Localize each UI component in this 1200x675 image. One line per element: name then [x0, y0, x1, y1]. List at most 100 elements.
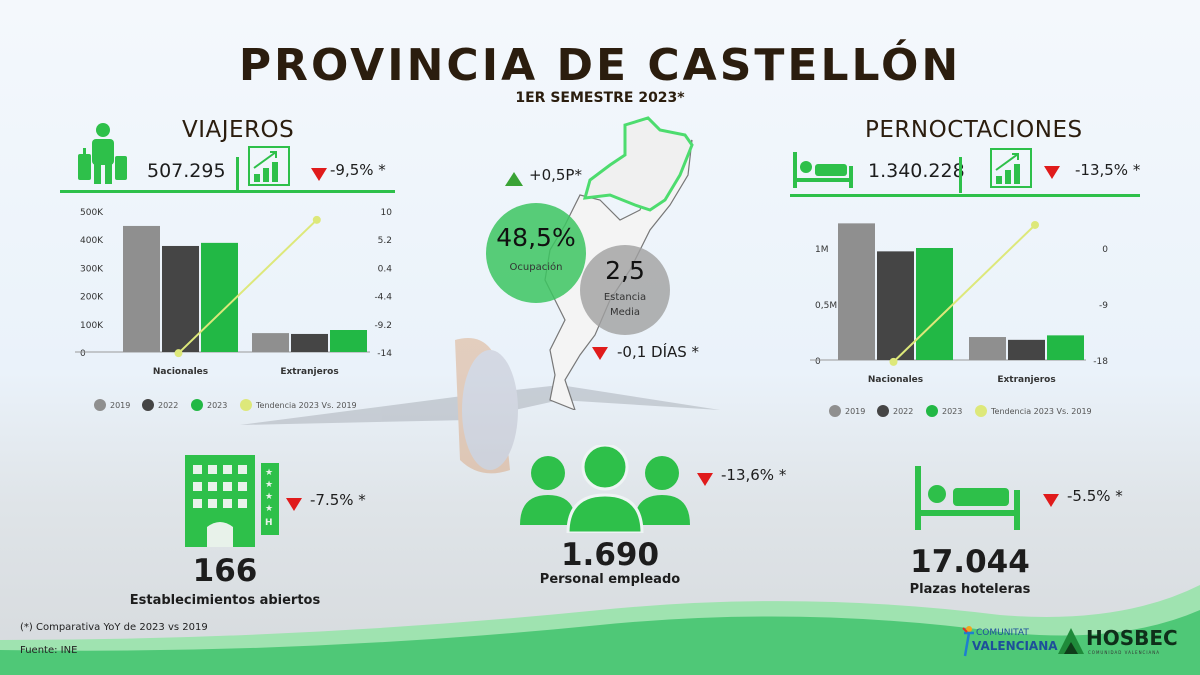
bar-2019-extranjeros [969, 337, 1006, 360]
hosbec-logo: HOSBEC COMUNIDAD VALENCIANA [1058, 624, 1178, 658]
trend-point [312, 215, 321, 224]
viajeros-value: 507.295 [147, 160, 226, 182]
x-category-label: Extranjeros [280, 367, 338, 377]
trend-line [892, 224, 1036, 363]
svg-text:★: ★ [265, 504, 273, 514]
bar-2022-nacionales [162, 245, 199, 352]
growth-chart-icon [248, 146, 290, 186]
plazas-change: -5.5% * [1067, 487, 1123, 505]
divider [959, 157, 962, 193]
bar-2019-nacionales [123, 225, 160, 352]
hotel-building-icon: ★ ★ ★ ★ H [185, 455, 279, 547]
establecimientos-change: -7.5% * [310, 491, 366, 509]
viajeros-change: -9,5% * [330, 161, 386, 179]
y2-tick-label: -14 [377, 349, 392, 359]
svg-text:★: ★ [265, 468, 273, 478]
y-tick-label: 500K [80, 208, 104, 218]
trend-down-icon [311, 168, 327, 181]
bar-2019-nacionales [838, 223, 875, 360]
legend-swatch [877, 405, 889, 417]
bar-2023-nacionales [916, 248, 953, 360]
legend-swatch [142, 399, 154, 411]
legend-label: Tendencia 2023 Vs. 2019 [255, 401, 357, 410]
page-title: PROVINCIA DE CASTELLÓN [238, 40, 962, 91]
trend-up-icon [505, 172, 523, 186]
legend-label: 2019 [845, 407, 865, 416]
staff-people-icon [520, 445, 690, 533]
growth-chart-icon [990, 148, 1032, 188]
legend-swatch [975, 405, 987, 417]
legend-label: 2022 [158, 401, 178, 410]
airplane-silhouette [240, 338, 720, 474]
estancia-circle [580, 245, 670, 335]
y-tick-label: 300K [80, 264, 104, 274]
bar-2023-extranjeros [1047, 335, 1084, 360]
estancia-label-2: Media [609, 307, 641, 318]
y-tick-label: 1M [815, 245, 829, 255]
y2-tick-label: 5.2 [378, 236, 392, 246]
personal-value: 1.690 [560, 537, 660, 573]
y2-tick-label: -4.4 [374, 293, 392, 303]
traveler-luggage-icon [78, 123, 127, 184]
y-tick-label: 400K [80, 236, 104, 246]
bar-2019-extranjeros [252, 333, 289, 352]
legend-label: 2019 [110, 401, 130, 410]
trend-point [889, 357, 898, 366]
trend-down-icon [1044, 166, 1060, 179]
svg-text:★: ★ [265, 492, 273, 502]
comunitat-valenciana-logo: COMUNITAT VALENCIANA [962, 624, 1058, 658]
y-tick-label: 100K [80, 321, 104, 331]
bed-icon [793, 152, 853, 188]
viajeros-chart: 0 100K 200K 300K 400K 500K -14 -9.2 -4.4 0.4 5.2 10… [75, 208, 393, 411]
legend-swatch [829, 405, 841, 417]
legend-swatch [240, 399, 252, 411]
bar-2022-nacionales [877, 251, 914, 360]
trend-down-icon [697, 473, 713, 486]
trend-point [1031, 220, 1039, 229]
y2-tick-label: 0.4 [378, 264, 393, 274]
wave-dark [0, 610, 1200, 675]
ocupacion-change: +0,5P* [529, 166, 582, 184]
personal-change: -13,6% * [721, 466, 787, 484]
svg-text:★: ★ [265, 480, 273, 490]
pernoctaciones-value: 1.340.228 [868, 160, 965, 182]
pernoctaciones-title: PERNOCTACIONES [865, 117, 1083, 143]
plazas-value: 17.044 [910, 544, 1030, 580]
legend-label: 2023 [207, 401, 227, 410]
x-category-label: Extranjeros [997, 375, 1055, 385]
trend-down-icon [286, 498, 302, 511]
page-subtitle: 1ER SEMESTRE 2023* [515, 90, 685, 106]
x-category-label: Nacionales [868, 375, 923, 385]
trend-point [174, 349, 183, 358]
trend-down-icon [1043, 494, 1059, 507]
castellon-highlight [582, 116, 694, 212]
establecimientos-value: 166 [192, 553, 258, 589]
svg-text:H: H [265, 518, 273, 528]
legend-swatch [94, 399, 106, 411]
y2-tick-label: -9.2 [374, 321, 392, 331]
y2-tick-label: 0 [1102, 245, 1108, 255]
y-tick-label: 0,5M [815, 301, 837, 311]
estancia-change: -0,1 DÍAS * [617, 343, 700, 361]
bar-2023-nacionales [201, 242, 238, 352]
footnote: (*) Comparativa YoY de 2023 vs 2019 [20, 622, 208, 633]
y-tick-label: 0 [815, 357, 821, 367]
logo-figure-icon [962, 626, 974, 657]
trend-down-icon [592, 347, 608, 360]
y2-tick-label: -18 [1093, 357, 1108, 367]
bar-2022-extranjeros [1008, 339, 1045, 360]
bed-icon [915, 466, 1020, 530]
y2-tick-label: -9 [1099, 301, 1108, 311]
hosbec-triangle-icon [1058, 628, 1084, 654]
divider [790, 194, 1140, 197]
x-category-label: Nacionales [153, 367, 208, 377]
estancia-label-1: Estancia [603, 292, 647, 303]
viajeros-title: VIAJEROS [182, 117, 295, 143]
establecimientos-label: Establecimientos abiertos [129, 593, 321, 608]
personal-label: Personal empleado [539, 572, 681, 587]
bar-2023-extranjeros [330, 330, 367, 352]
legend-swatch [191, 399, 203, 411]
y2-tick-label: 10 [381, 208, 393, 218]
divider [236, 157, 239, 191]
